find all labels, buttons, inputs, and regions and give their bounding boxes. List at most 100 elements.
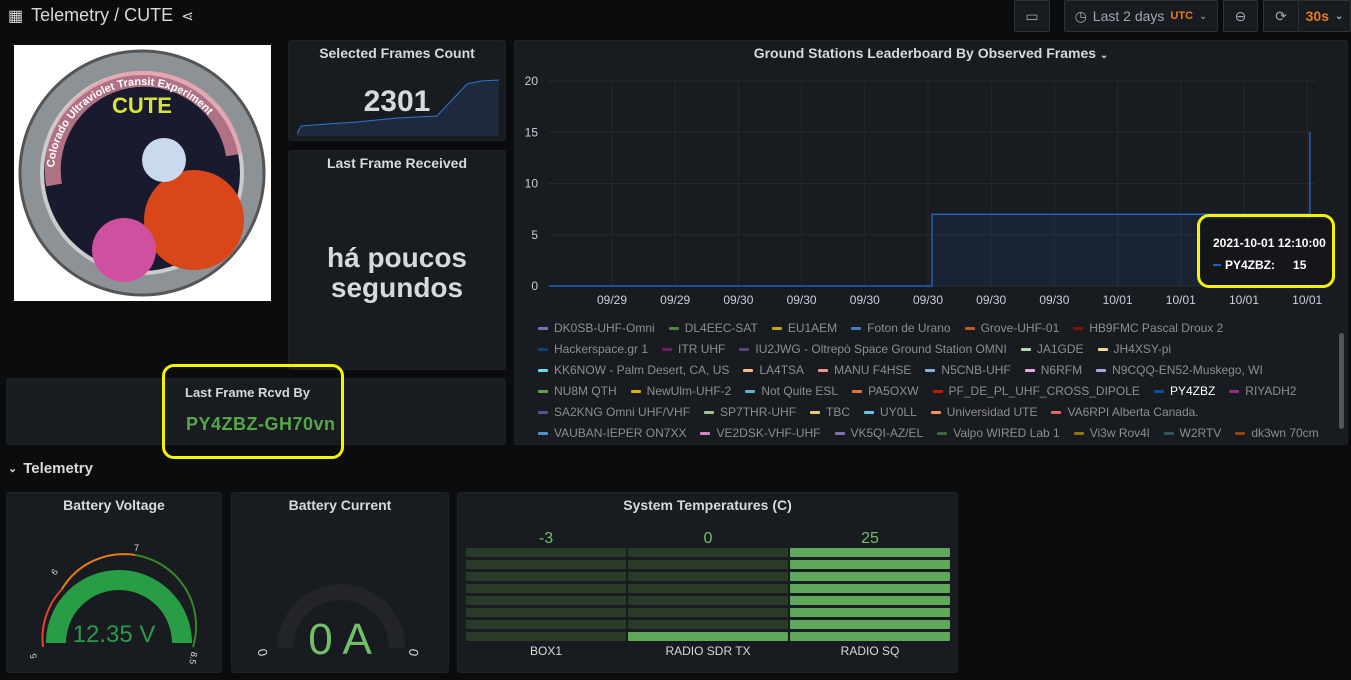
legend-item[interactable]: Valpo WIRED Lab 1 bbox=[937, 423, 1060, 444]
legend-color-icon bbox=[964, 327, 975, 330]
legend-item[interactable]: dk3wn 70cm bbox=[1235, 423, 1319, 444]
zoom-out-button[interactable]: ⊖ bbox=[1223, 0, 1258, 32]
highlight-box bbox=[162, 364, 344, 459]
legend-label: RIYADH2 bbox=[1245, 384, 1297, 398]
bar-gauge: 0 RADIO SDR TX bbox=[628, 530, 788, 658]
legend-color-icon bbox=[704, 411, 715, 414]
panel-title[interactable]: Ground Stations Leaderboard By Observed … bbox=[515, 45, 1347, 61]
stat-value: há poucos segundos bbox=[326, 242, 467, 303]
x-tick-label: 09/30 bbox=[850, 293, 880, 307]
bar-segment bbox=[628, 572, 788, 581]
legend-item[interactable]: VAUBAN-IEPER ON7XX bbox=[538, 423, 686, 444]
legend-item[interactable]: Hackerspace.gr 1 bbox=[538, 339, 648, 360]
legend-label: DL4EEC-SAT bbox=[684, 321, 758, 335]
legend-item[interactable]: PA5OXW bbox=[852, 381, 919, 402]
highlight-box bbox=[1197, 214, 1335, 288]
series-color-icon bbox=[1213, 264, 1221, 266]
legend-item[interactable]: PY4ZBZ bbox=[1153, 381, 1215, 402]
legend-label: VA6RPI Alberta Canada. bbox=[1067, 405, 1199, 419]
stat-value: PY4ZBZ-GH70vn bbox=[186, 414, 336, 434]
gauge-tick: 8.5 bbox=[187, 650, 200, 666]
legend-item[interactable]: NewUlm-UHF-2 bbox=[630, 381, 731, 402]
bar-segment bbox=[466, 560, 626, 569]
bar-segment bbox=[790, 596, 950, 605]
panel-title: Selected Frames Count bbox=[319, 45, 475, 61]
legend-label: Foton de Urano bbox=[867, 321, 951, 335]
legend-item[interactable]: W2RTV bbox=[1163, 423, 1222, 444]
bar-segment bbox=[790, 632, 950, 641]
tv-mode-button[interactable]: ▭ bbox=[1014, 0, 1050, 32]
legend-label: W2RTV bbox=[1179, 426, 1222, 440]
legend-item[interactable]: N9CQQ-EN52-Muskego, WI bbox=[1096, 360, 1263, 381]
legend-label: Not Quite ESL bbox=[761, 384, 839, 398]
legend-item[interactable]: N6RFM bbox=[1024, 360, 1082, 381]
x-tick-label: 10/01 bbox=[1229, 293, 1259, 307]
legend-color-icon bbox=[1235, 432, 1246, 435]
gauge-value: 12.35 V bbox=[72, 621, 156, 648]
legend-item[interactable]: SP7THR-UHF bbox=[704, 402, 796, 423]
legend-item[interactable]: Vi3w Rov4l bbox=[1073, 423, 1150, 444]
legend-item[interactable]: KK6NOW - Palm Desert, CA, US bbox=[538, 360, 729, 381]
legend-item[interactable]: DK0SB-UHF-Omni bbox=[538, 318, 655, 339]
legend-item[interactable]: PF_DE_PL_UHF_CROSS_DIPOLE bbox=[932, 381, 1140, 402]
legend-label: Valpo WIRED Lab 1 bbox=[953, 426, 1060, 440]
legend-item[interactable]: UY0LL bbox=[864, 402, 917, 423]
legend-color-icon bbox=[937, 432, 948, 435]
share-icon[interactable]: ⋖ bbox=[181, 7, 194, 25]
legend-item[interactable]: SA2KNG Omni UHF/VHF bbox=[538, 402, 690, 423]
gauge-value: 0 A bbox=[308, 615, 372, 664]
x-tick-label: 09/29 bbox=[597, 293, 627, 307]
panel-title: Last Frame Rcvd By bbox=[185, 385, 310, 400]
legend-item[interactable]: NU8M QTH bbox=[538, 381, 617, 402]
legend-item[interactable]: JH4XSY-pi bbox=[1097, 339, 1171, 360]
legend-item[interactable]: HB9FMC Pascal Droux 2 bbox=[1073, 318, 1223, 339]
legend-color-icon bbox=[538, 348, 548, 351]
bar-gauge-label: RADIO SDR TX bbox=[665, 644, 751, 658]
tooltip-series: PY4ZBZ: bbox=[1225, 258, 1276, 272]
legend-item[interactable]: JA1GDE bbox=[1020, 339, 1084, 360]
bar-segment bbox=[628, 608, 788, 617]
legend-color-icon bbox=[538, 369, 548, 372]
legend-color-icon bbox=[864, 411, 875, 414]
legend-item[interactable]: Universidad UTE bbox=[930, 402, 1037, 423]
legend-item[interactable]: MANU F4HSE bbox=[818, 360, 911, 381]
legend-color-icon bbox=[739, 348, 750, 351]
legend-item[interactable]: LA4TSA bbox=[743, 360, 804, 381]
legend-label: PF_DE_PL_UHF_CROSS_DIPOLE bbox=[948, 384, 1140, 398]
dashboard-title-text[interactable]: Telemetry / CUTE bbox=[31, 5, 174, 25]
legend-item[interactable]: VA6RPI Alberta Canada. bbox=[1051, 402, 1199, 423]
dashboard-grid-icon[interactable]: ▦ bbox=[8, 7, 24, 25]
legend-item[interactable]: DL4EEC-SAT bbox=[668, 318, 758, 339]
y-tick-label: 20 bbox=[525, 74, 539, 88]
row-telemetry-header[interactable]: ⌄ Telemetry bbox=[8, 460, 93, 477]
bar-segment bbox=[466, 632, 626, 641]
chevron-down-icon: ⌄ bbox=[1334, 10, 1344, 22]
legend-item[interactable]: ITR UHF bbox=[662, 339, 725, 360]
legend-color-icon bbox=[668, 327, 679, 330]
time-picker-button[interactable]: ◷ Last 2 days UTC ⌄ bbox=[1064, 0, 1218, 32]
legend-item[interactable]: TBC bbox=[810, 402, 850, 423]
chart-legend: DK0SB-UHF-Omni DL4EEC-SAT EU1AEM Foton de U… bbox=[538, 318, 1328, 444]
legend-color-icon bbox=[662, 348, 673, 351]
refresh-interval: 30s bbox=[1305, 8, 1329, 24]
legend-scrollbar[interactable] bbox=[1339, 333, 1344, 429]
bar-segment bbox=[628, 632, 788, 641]
bar-gauge-value: 25 bbox=[861, 530, 879, 547]
legend-item[interactable]: Grove-UHF-01 bbox=[964, 318, 1059, 339]
series-area bbox=[548, 132, 1310, 286]
legend-item[interactable]: IU2JWG - Oltrepò Space Ground Station OM… bbox=[739, 339, 1007, 360]
legend-label: HB9FMC Pascal Droux 2 bbox=[1089, 321, 1224, 335]
legend-item[interactable]: EU1AEM bbox=[771, 318, 837, 339]
legend-color-icon bbox=[1020, 348, 1031, 351]
legend-item[interactable]: Not Quite ESL bbox=[745, 381, 838, 402]
legend-item[interactable]: VK5QI-AZ/EL bbox=[834, 423, 924, 444]
legend-label: SP7THR-UHF bbox=[720, 405, 797, 419]
legend-color-icon bbox=[1096, 369, 1107, 372]
bar-segment bbox=[790, 620, 950, 629]
legend-label: VK5QI-AZ/EL bbox=[850, 426, 924, 440]
legend-item[interactable]: VE2DSK-VHF-UHF bbox=[700, 423, 821, 444]
legend-item[interactable]: RIYADH2 bbox=[1229, 381, 1296, 402]
legend-item[interactable]: Foton de Urano bbox=[851, 318, 951, 339]
legend-item[interactable]: N5CNB-UHF bbox=[925, 360, 1011, 381]
bar-segment bbox=[790, 572, 950, 581]
